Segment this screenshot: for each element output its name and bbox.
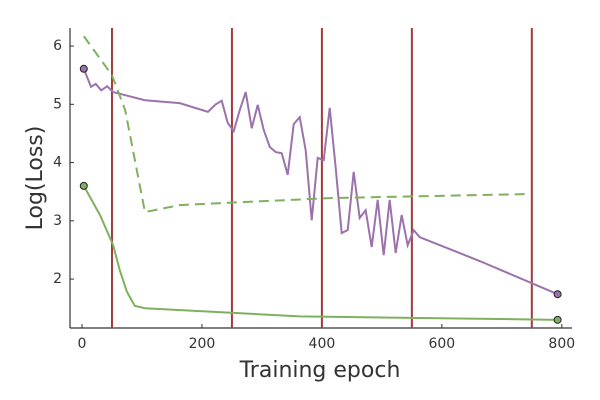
x-tick-label: 400	[309, 336, 336, 352]
x-tick-label: 200	[189, 336, 216, 352]
y-tick-label: 6	[53, 38, 62, 54]
y-tick-label: 2	[53, 271, 62, 287]
series-line	[82, 35, 531, 214]
x-axis-label: Training epoch	[239, 358, 401, 383]
end-marker	[79, 64, 88, 73]
end-marker	[79, 181, 88, 190]
y-tick-label: 3	[53, 213, 62, 229]
y-tick-label: 4	[53, 155, 62, 171]
y-tick-label: 5	[53, 96, 62, 112]
end-marker	[553, 290, 562, 299]
y-axis-label: Log(Loss)	[23, 126, 48, 231]
x-tick-label: 800	[548, 336, 575, 352]
series-line	[82, 68, 558, 296]
end-marker	[553, 315, 562, 324]
series-line	[82, 185, 558, 321]
x-tick-label: 600	[428, 336, 455, 352]
x-tick-label: 0	[78, 336, 87, 352]
